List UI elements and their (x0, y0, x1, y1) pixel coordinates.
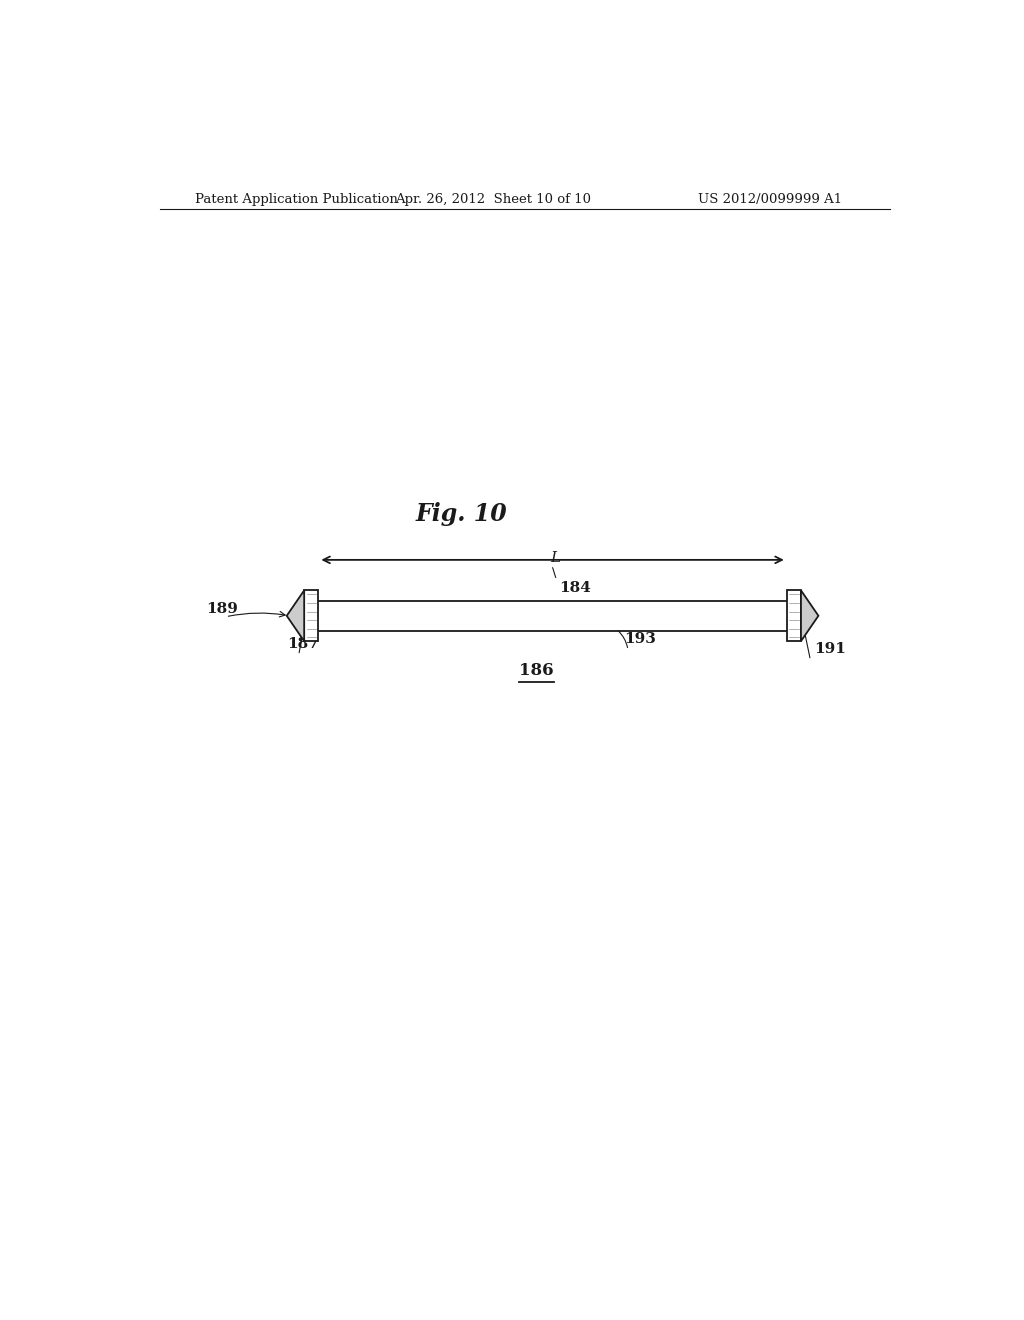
Text: Fig. 10: Fig. 10 (416, 502, 507, 527)
Text: 193: 193 (624, 632, 656, 647)
Text: Apr. 26, 2012  Sheet 10 of 10: Apr. 26, 2012 Sheet 10 of 10 (395, 193, 591, 206)
Text: 191: 191 (814, 643, 847, 656)
Text: L: L (550, 550, 560, 565)
Text: 187: 187 (287, 638, 318, 651)
Text: Patent Application Publication: Patent Application Publication (196, 193, 398, 206)
Polygon shape (801, 590, 818, 642)
Text: US 2012/0099999 A1: US 2012/0099999 A1 (698, 193, 842, 206)
Text: 186: 186 (519, 661, 554, 678)
Polygon shape (304, 590, 318, 642)
Text: 184: 184 (559, 581, 591, 595)
Text: 189: 189 (206, 602, 238, 615)
Polygon shape (786, 590, 801, 642)
Polygon shape (287, 590, 304, 642)
